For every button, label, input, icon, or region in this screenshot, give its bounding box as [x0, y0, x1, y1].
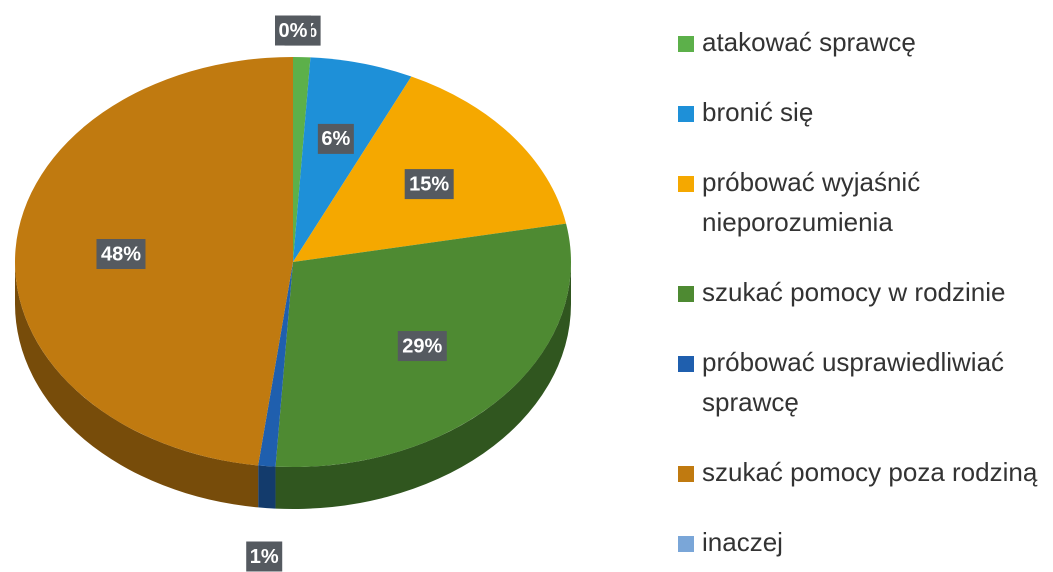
legend-item: szukać pomocy poza rodziną: [678, 452, 1048, 492]
data-label: 0%: [279, 20, 308, 42]
legend-label: atakować sprawcę: [702, 27, 916, 57]
data-label: 15%: [409, 173, 449, 195]
slice-side: [275, 262, 572, 509]
legend-item: szukać pomocy w rodzinie: [678, 272, 1048, 312]
data-label: 29%: [402, 335, 442, 357]
slice-side: [258, 465, 276, 509]
legend-swatch: [678, 466, 694, 482]
legend: atakować sprawcę bronić się próbować wyjaś…: [678, 22, 1048, 562]
legend-item: próbować usprawiedliwiać sprawcę: [678, 342, 1048, 422]
data-label: 6%: [321, 128, 350, 150]
data-label: 1%: [250, 546, 279, 568]
legend-label: próbować usprawiedliwiać sprawcę: [702, 347, 1005, 417]
data-label-box: [275, 15, 311, 46]
legend-label: szukać pomocy poza rodziną: [702, 457, 1038, 487]
legend-item: inaczej: [678, 522, 1048, 562]
legend-swatch: [678, 536, 694, 552]
data-label-box: [317, 123, 354, 154]
slice-side: [15, 262, 259, 508]
legend-swatch: [678, 176, 694, 192]
legend-swatch: [678, 36, 694, 52]
slice: [258, 262, 293, 467]
legend-swatch: [678, 106, 694, 122]
legend-item: atakować sprawcę: [678, 22, 1048, 62]
legend-label: szukać pomocy w rodzinie: [702, 277, 1006, 307]
data-label-box: [397, 331, 447, 362]
slice: [14, 57, 293, 466]
slice: [293, 57, 311, 262]
legend-label: próbować wyjaśnić nieporozumienia: [702, 167, 921, 237]
data-label-box: [404, 169, 454, 200]
data-label-box: [246, 541, 283, 572]
chart: 1%6%15%29%1%48%0%: [14, 15, 572, 572]
legend-item: bronić się: [678, 92, 1048, 132]
legend-item: próbować wyjaśnić nieporozumienia: [678, 162, 1048, 242]
legend-label: inaczej: [702, 527, 783, 557]
slice: [293, 57, 412, 262]
legend-swatch: [678, 286, 694, 302]
legend-swatch: [678, 356, 694, 372]
data-label: 48%: [101, 243, 141, 265]
legend-label: bronić się: [702, 97, 814, 127]
data-label-box: [96, 239, 146, 270]
